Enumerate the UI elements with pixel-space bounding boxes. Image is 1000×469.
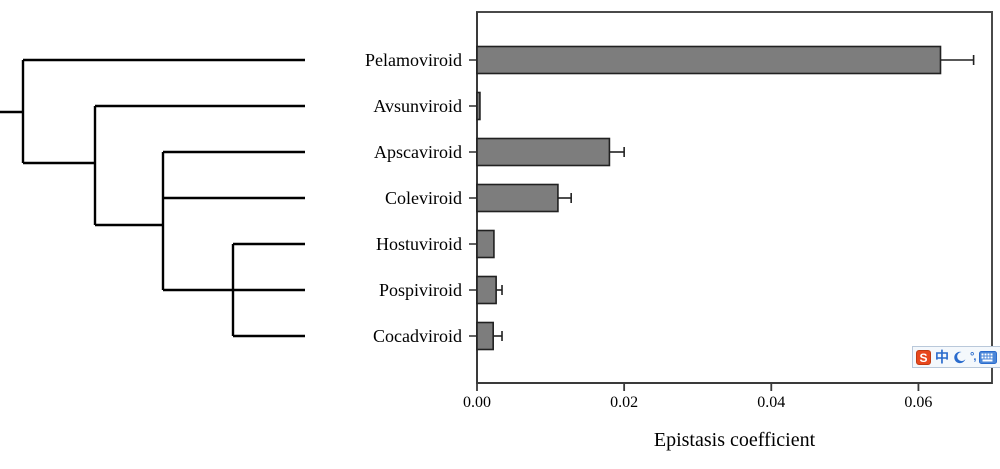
chinese-mode-icon[interactable]: 中 — [935, 349, 949, 365]
ime-toolbar[interactable]: S 中 °, — [912, 346, 1000, 368]
category-label-apscaviroid: Apscaviroid — [374, 142, 462, 162]
x-axis-title: Epistasis coefficient — [653, 429, 816, 451]
category-label-pospiviroid: Pospiviroid — [378, 280, 462, 300]
category-label-coleviroid: Coleviroid — [385, 188, 462, 208]
bar-pospiviroid — [476, 275, 497, 305]
x-tick-label: 0.06 — [904, 394, 933, 411]
bar-hostuviroid — [476, 229, 495, 259]
bar-coleviroid — [476, 183, 559, 213]
x-tick-label: 0.02 — [610, 394, 639, 411]
category-label-hostuviroid: Hostuviroid — [375, 234, 462, 254]
punctuation-icon[interactable]: °, — [970, 351, 977, 363]
category-label-pelamoviroid: Pelamoviroid — [365, 50, 462, 70]
x-tick-label: 0.00 — [463, 394, 491, 411]
soft-keyboard-icon[interactable] — [979, 350, 998, 364]
sogou-logo-icon[interactable]: S — [916, 349, 931, 365]
bar-pelamoviroid — [476, 45, 942, 75]
bar-avsunviroid — [476, 91, 481, 121]
category-label-avsunviroid: Avsunviroid — [373, 96, 462, 116]
category-label-cocadviroid: Cocadviroid — [373, 326, 462, 346]
x-tick-label: 0.04 — [757, 394, 786, 411]
bar-apscaviroid — [476, 137, 611, 167]
bar-cocadviroid — [476, 321, 494, 351]
moon-icon[interactable] — [953, 351, 966, 364]
